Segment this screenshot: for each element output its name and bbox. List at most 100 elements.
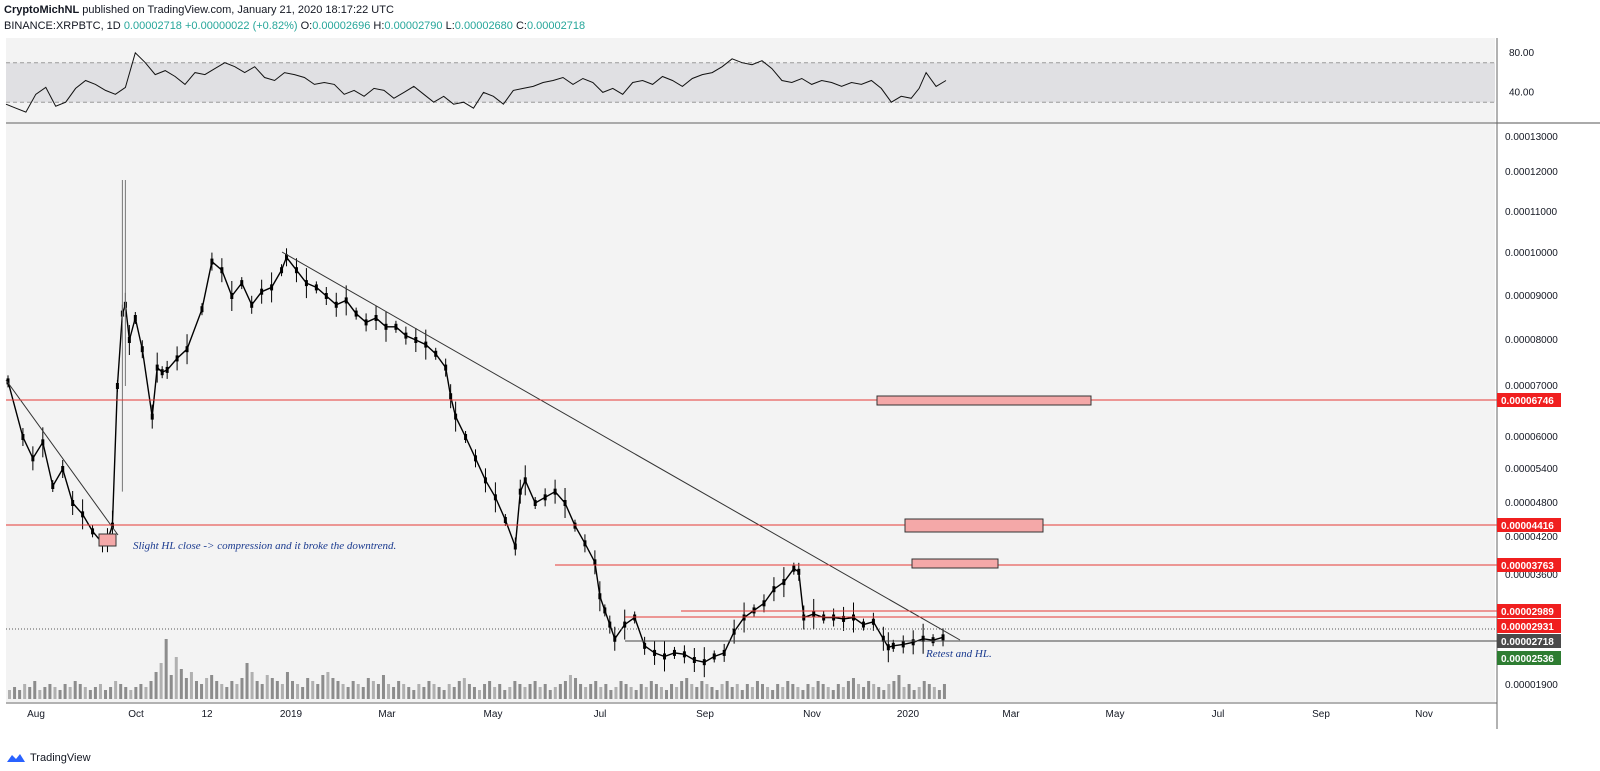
candle-body bbox=[424, 341, 428, 348]
candle-body bbox=[61, 466, 65, 472]
volume-bar bbox=[407, 687, 411, 699]
candle-body bbox=[304, 280, 308, 287]
volume-bar bbox=[659, 687, 663, 699]
target-zone bbox=[911, 558, 999, 569]
candle-body bbox=[31, 455, 35, 462]
price-tick-label: 0.00011000 bbox=[1505, 207, 1558, 218]
rsi-line bbox=[5, 51, 947, 113]
time-tick-label: May bbox=[484, 709, 503, 720]
candle-body bbox=[712, 653, 716, 660]
candle-body bbox=[543, 494, 547, 501]
time-tick-label: Aug bbox=[27, 709, 45, 720]
tradingview-footer[interactable]: TradingView bbox=[6, 752, 91, 764]
candle-body bbox=[364, 319, 368, 326]
volume-bar bbox=[144, 687, 148, 699]
price-tag bbox=[1497, 558, 1561, 572]
volume-bar bbox=[902, 687, 906, 699]
volume-bar bbox=[88, 690, 92, 699]
candle-body bbox=[185, 346, 189, 353]
volume-bar bbox=[93, 687, 97, 699]
volume-bar bbox=[462, 678, 466, 699]
volume-bar bbox=[629, 687, 633, 699]
volume-bar bbox=[786, 681, 790, 699]
volume-bar bbox=[119, 684, 123, 699]
candle-body bbox=[200, 306, 204, 313]
volume-bar bbox=[745, 684, 749, 699]
volume-bar bbox=[639, 684, 643, 699]
volume-bar bbox=[301, 687, 305, 699]
volume-bar bbox=[457, 681, 461, 699]
price-tag bbox=[1497, 651, 1561, 665]
candle-body bbox=[165, 366, 169, 373]
candle-body bbox=[314, 284, 318, 291]
price-tick-label: 0.00004200 bbox=[1505, 532, 1558, 543]
candle-body bbox=[294, 267, 298, 274]
candle-body bbox=[444, 364, 448, 371]
volume-bar bbox=[664, 690, 668, 699]
time-tick-label: 12 bbox=[201, 709, 213, 720]
volume-bar bbox=[104, 690, 108, 699]
candle-body bbox=[692, 657, 696, 663]
volume-bar bbox=[836, 684, 840, 699]
volume-bar bbox=[574, 678, 578, 699]
volume-bar bbox=[735, 684, 739, 699]
volume-bar bbox=[366, 678, 370, 699]
time-tick-label: Nov bbox=[803, 709, 821, 720]
candle-body bbox=[682, 651, 686, 658]
volume-bar bbox=[179, 669, 183, 699]
candle-body bbox=[81, 511, 85, 518]
volume-bar bbox=[644, 687, 648, 699]
volume-bar bbox=[371, 681, 375, 699]
candle-body bbox=[702, 659, 706, 666]
candle-body bbox=[941, 634, 945, 641]
volume-bar bbox=[488, 681, 492, 699]
high-value: 0.00002790 bbox=[384, 20, 443, 32]
volume-bar bbox=[806, 684, 810, 699]
volume-bar bbox=[690, 684, 694, 699]
candle-body bbox=[394, 323, 398, 330]
volume-bar bbox=[361, 687, 365, 699]
volume-bar bbox=[225, 687, 229, 699]
price-tag-label: 0.00003763 bbox=[1501, 561, 1554, 572]
high-label: H: bbox=[373, 20, 385, 32]
time-tick-label: Jul bbox=[594, 709, 607, 720]
volume-bar bbox=[38, 690, 42, 699]
volume-bar bbox=[649, 681, 653, 699]
volume-bar bbox=[33, 681, 37, 699]
rsi-band bbox=[6, 62, 1495, 103]
candle-body bbox=[51, 483, 55, 489]
volume-bar bbox=[326, 672, 330, 699]
candle-body bbox=[133, 315, 137, 321]
volume-bar bbox=[614, 687, 618, 699]
price-tick-label: 0.00001900 bbox=[1505, 680, 1558, 691]
volume-bar bbox=[260, 684, 264, 699]
volume-bar bbox=[149, 681, 153, 699]
open-value: 0.00002696 bbox=[312, 20, 371, 32]
volume-bar bbox=[250, 672, 254, 699]
candle-body bbox=[6, 378, 10, 385]
volume-bar bbox=[937, 690, 941, 699]
price-tag bbox=[1497, 393, 1561, 407]
volume-bar bbox=[331, 678, 335, 699]
volume-bar bbox=[857, 684, 861, 699]
volume-bar bbox=[306, 678, 310, 699]
volume-bar bbox=[831, 690, 835, 699]
time-tick-label: Nov bbox=[1415, 709, 1433, 720]
candle-body bbox=[127, 337, 131, 343]
candle-body bbox=[110, 522, 114, 529]
volume-bar bbox=[417, 684, 421, 699]
volume-bar bbox=[442, 690, 446, 699]
candle-body bbox=[71, 500, 75, 506]
volume-bar bbox=[124, 687, 128, 699]
candle-body bbox=[280, 267, 284, 274]
volume-bar bbox=[48, 684, 52, 699]
candle-body bbox=[503, 517, 507, 523]
candle-body bbox=[623, 621, 627, 628]
candle-body bbox=[722, 649, 726, 656]
volume-bar bbox=[296, 684, 300, 699]
author-name[interactable]: CryptoMichNL bbox=[4, 4, 80, 16]
volume-bar bbox=[932, 687, 936, 699]
tradingview-logo-icon bbox=[7, 754, 25, 762]
volume-bar bbox=[887, 684, 891, 699]
